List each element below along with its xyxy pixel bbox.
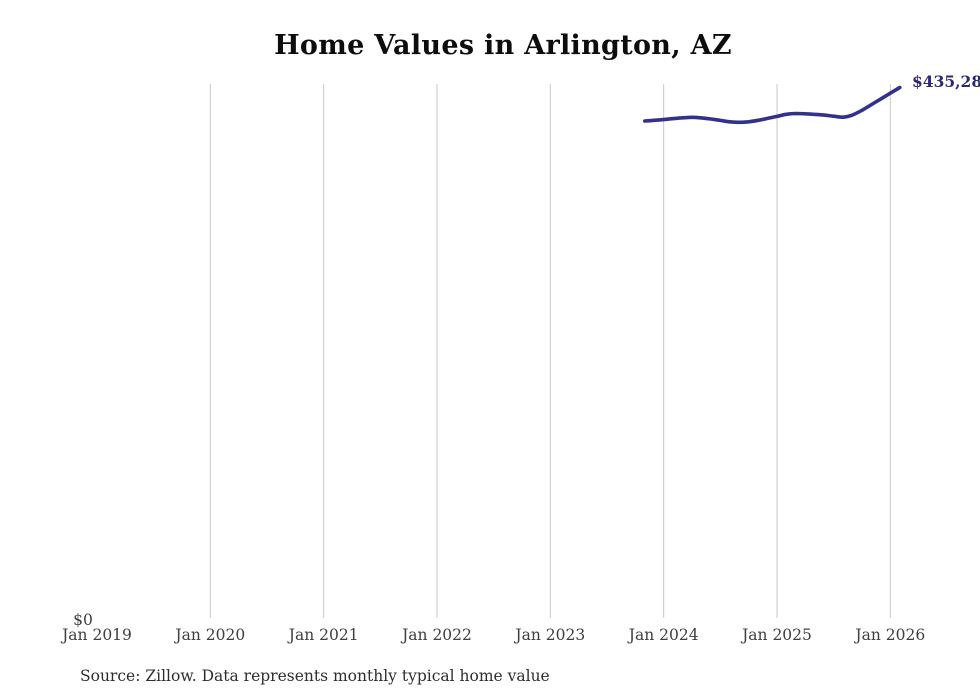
x-tick-label: Jan 2026 [855,626,926,644]
source-note: Source: Zillow. Data represents monthly … [80,667,550,685]
x-tick-label: Jan 2022 [402,626,472,644]
x-tick-label: Jan 2019 [62,626,132,644]
chart-title: Home Values in Arlington, AZ [274,30,732,61]
x-tick-label: Jan 2021 [288,626,359,644]
x-tick-label: Jan 2020 [175,626,246,644]
x-tick-label: Jan 2024 [628,626,699,644]
x-tick-label: Jan 2023 [515,626,586,644]
x-tick-label: Jan 2025 [742,626,812,644]
line-end-value-label: $435,28 [912,72,980,91]
home-value-line [643,85,902,125]
gridlines [209,84,891,618]
y-axis-zero-label: $0 [73,611,93,629]
